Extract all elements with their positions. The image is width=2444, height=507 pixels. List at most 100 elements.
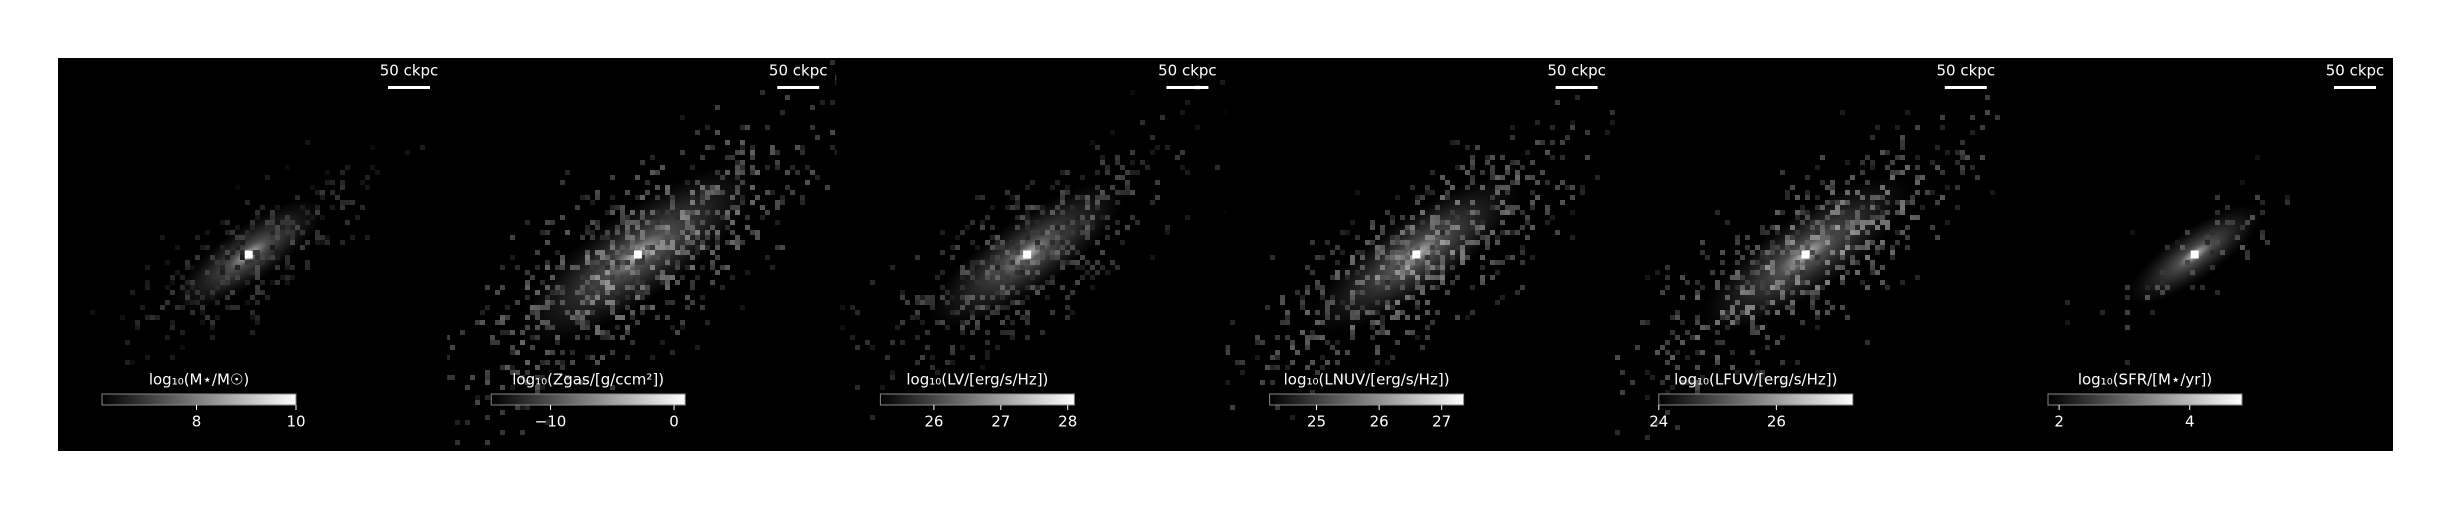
pixel (1030, 180, 1035, 185)
pixel (1915, 215, 1920, 220)
pixel (1375, 235, 1380, 240)
pixel (620, 315, 625, 320)
pixel (255, 270, 260, 275)
pixel (1610, 120, 1615, 125)
pixel (565, 170, 570, 175)
pixel (1945, 220, 1950, 225)
pixel (1405, 255, 1410, 260)
pixel (340, 205, 345, 210)
pixel (675, 215, 680, 220)
pixel (1440, 280, 1445, 285)
pixel (560, 360, 565, 365)
pixel (1300, 295, 1305, 300)
pixel (1150, 135, 1155, 140)
pixel (447, 335, 450, 340)
pixel (995, 290, 1000, 295)
pixel (1310, 240, 1315, 245)
pixel (245, 300, 250, 305)
pixel (545, 325, 550, 330)
pixel (515, 300, 520, 305)
pixel (625, 225, 630, 230)
pixel (610, 335, 615, 340)
pixel (1845, 235, 1850, 240)
pixel (1735, 300, 1740, 305)
pixel (1410, 260, 1415, 265)
pixel (1045, 230, 1050, 235)
pixel (1820, 205, 1825, 210)
pixel (950, 295, 955, 300)
galaxy (447, 60, 837, 445)
pixel (560, 365, 565, 370)
pixel (620, 215, 625, 220)
pixel (1115, 200, 1120, 205)
pixel (590, 295, 595, 300)
pixel (1105, 195, 1110, 200)
pixel (1410, 270, 1415, 275)
pixel (560, 350, 565, 355)
pixel (1900, 140, 1905, 145)
pixel (1005, 330, 1010, 335)
pixel (1085, 260, 1090, 265)
pixel (1315, 310, 1320, 315)
pixel (1530, 225, 1535, 230)
pixel (715, 185, 720, 190)
pixel (1015, 270, 1020, 275)
pixel (365, 185, 370, 190)
pixel (970, 220, 975, 225)
pixel (1455, 165, 1460, 170)
pixel (1130, 170, 1135, 175)
pixel (235, 275, 240, 280)
pixel (180, 345, 185, 350)
pixel (290, 235, 295, 240)
pixel (785, 170, 790, 175)
pixel (1100, 195, 1105, 200)
pixel (2125, 285, 2130, 290)
pixel (655, 315, 660, 320)
pixel (1750, 350, 1755, 355)
pixel (2160, 280, 2165, 285)
pixel (1555, 100, 1560, 105)
pixel (155, 315, 160, 320)
pixel (700, 220, 705, 225)
pixel (655, 230, 660, 235)
pixel (245, 280, 250, 285)
pixel (1085, 200, 1090, 205)
pixel (190, 265, 195, 270)
pixel (980, 365, 985, 370)
pixel (1675, 365, 1680, 370)
pixel (740, 145, 745, 150)
pixel (315, 240, 320, 245)
pixel (985, 270, 990, 275)
pixel (750, 200, 755, 205)
pixel (715, 105, 720, 110)
pixel (705, 210, 710, 215)
pixel (1410, 215, 1415, 220)
pixel (1685, 330, 1690, 335)
pixel (1880, 150, 1885, 155)
pixel (1090, 215, 1095, 220)
pixel (1865, 180, 1870, 185)
pixel (695, 235, 700, 240)
pixel (285, 220, 290, 225)
pixel (1405, 270, 1410, 275)
pixel (1855, 220, 1860, 225)
pixel (275, 220, 280, 225)
pixel (945, 300, 950, 305)
pixel (600, 355, 605, 360)
pixel (740, 140, 745, 145)
pixel (1425, 260, 1430, 265)
pixel (1430, 230, 1435, 235)
pixel (1435, 230, 1440, 235)
pixel (1935, 145, 1940, 150)
pixel (685, 265, 690, 270)
pixel (1550, 155, 1555, 160)
pixel (1070, 260, 1075, 265)
pixel (1530, 160, 1535, 165)
pixel (2185, 260, 2190, 265)
pixel (1075, 265, 1080, 270)
pixel (1035, 205, 1040, 210)
pixel (1795, 360, 1800, 365)
pixel (1430, 215, 1435, 220)
pixel (1520, 285, 1525, 290)
pixel (1755, 245, 1760, 250)
